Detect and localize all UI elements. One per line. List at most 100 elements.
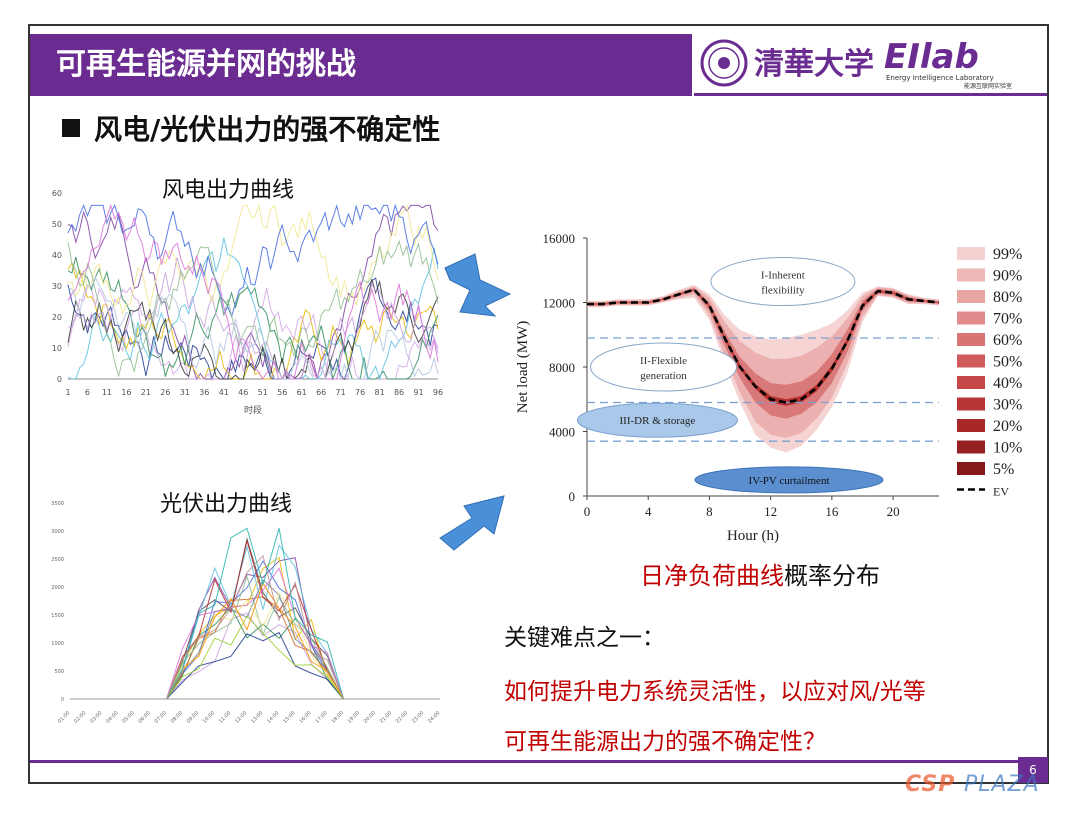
pv-x-tick: 15:00	[282, 710, 296, 724]
wind-chart-label: 风电出力曲线	[162, 178, 295, 203]
pv-x-tick: 12:00	[234, 710, 248, 724]
pv-y-tick: 1000	[51, 641, 64, 647]
wind-x-label: 时段	[244, 404, 262, 416]
pv-x-tick: 07:00	[153, 710, 167, 724]
region-iv-ellipse	[694, 466, 884, 494]
pv-chart-label: 光伏出力曲线	[160, 492, 293, 517]
pv-x-tick: 11:00	[218, 710, 232, 724]
region-ii-label: II-Flexible	[640, 355, 687, 367]
legend-swatch	[957, 376, 985, 389]
wind-x-tick: 1	[65, 388, 70, 397]
legend-label: 99%	[993, 246, 1022, 263]
watermark-a: CSP	[905, 772, 956, 797]
net-load-chart: 16000 12000 8000 4000 00 4 8 12 16 20 Hour (h) Net …	[515, 231, 1022, 544]
wind-y-tick: 40	[52, 251, 62, 260]
legend-label: 30%	[993, 397, 1022, 414]
legend-label: 90%	[993, 268, 1022, 285]
pv-curve	[166, 578, 344, 700]
wind-x-tick: 86	[394, 388, 404, 397]
pv-x-tick: 08:00	[170, 710, 184, 724]
slide-title: 可再生能源并网的挑战	[30, 34, 692, 96]
net-y-tick: 16000	[543, 231, 576, 246]
watermark-b: PLAZA	[964, 772, 1040, 797]
legend-label: 70%	[993, 311, 1022, 328]
logo-lab-text: EIlab	[884, 37, 979, 77]
key-title: 关键难点之一：	[504, 625, 665, 651]
wind-curve	[67, 239, 439, 378]
wind-x-tick: 11	[102, 388, 112, 397]
region-iii-ellipse	[576, 402, 738, 438]
pv-curve	[166, 615, 344, 700]
region-i-label2: flexibility	[761, 285, 805, 297]
wind-curve	[67, 275, 439, 380]
wind-curve	[67, 203, 439, 380]
pv-x-tick: 01:00	[57, 710, 71, 724]
wind-curve	[67, 203, 439, 319]
legend-label: 60%	[993, 332, 1022, 349]
region-ii-label2: generation	[640, 370, 687, 382]
logo-school-text: 清華大学	[754, 47, 874, 82]
arrow-right-down-icon	[444, 253, 512, 317]
legend-label: 10%	[993, 440, 1022, 457]
pv-x-tick: 06:00	[137, 710, 151, 724]
net-x-tick: 0	[584, 504, 591, 519]
net-y-tick: 4000	[549, 425, 575, 440]
wind-x-tick: 66	[316, 388, 326, 397]
pv-x-tick: 17:00	[314, 710, 328, 724]
pv-curve	[166, 544, 344, 700]
pv-x-tick: 16:00	[298, 710, 312, 724]
legend-label: 5%	[993, 461, 1014, 478]
wind-y-tick: 0	[57, 375, 62, 384]
pv-x-tick: 23:00	[411, 710, 425, 724]
legend-label: 80%	[993, 289, 1022, 306]
key-line-1: 如何提升电力系统灵活性，以应对风/光等	[504, 679, 926, 705]
net-x-label: Hour (h)	[727, 528, 779, 544]
wind-x-tick: 6	[85, 388, 90, 397]
legend-swatch	[957, 354, 985, 368]
caption-red: 日净负荷曲线	[640, 562, 784, 590]
wind-x-tick: 46	[238, 388, 248, 397]
wind-y-tick: 50	[52, 220, 62, 229]
pv-y-tick: 2000	[51, 585, 64, 591]
wind-x-tick: 56	[277, 388, 287, 397]
net-x-tick: 8	[706, 504, 713, 519]
pv-x-tick: 14:00	[266, 710, 280, 724]
pv-curve	[166, 527, 344, 700]
net-ev-line	[587, 288, 940, 404]
net-y-label: Net load (MW)	[515, 321, 531, 413]
pv-x-tick: 02:00	[73, 710, 87, 724]
wind-curve	[67, 257, 439, 380]
pv-y-tick: 1500	[51, 613, 64, 619]
wind-x-tick: 96	[433, 388, 443, 397]
caption-black: 概率分布	[784, 562, 880, 590]
wind-x-tick: 71	[336, 388, 346, 397]
legend-label: EV	[993, 485, 1009, 499]
legend-swatch	[957, 247, 985, 260]
pv-x-tick: 19:00	[347, 710, 361, 724]
legend-swatch	[957, 311, 985, 325]
page-number: 6	[1018, 757, 1048, 783]
net-y-tick: 8000	[549, 360, 575, 375]
chart-caption: 日净负荷曲线概率分布	[640, 556, 880, 591]
legend-label: 20%	[993, 418, 1022, 435]
pv-y-tick: 2500	[51, 557, 64, 563]
pv-x-tick: 09:00	[186, 710, 200, 724]
wind-x-tick: 21	[141, 388, 151, 397]
wind-curve	[67, 204, 439, 381]
legend-swatch	[957, 290, 985, 303]
region-i-ellipse	[710, 257, 856, 307]
logo-lab-sub: Energy Intelligence Laboratory	[886, 74, 994, 82]
net-y-tick: 12000	[543, 296, 576, 311]
legend-swatch	[957, 440, 985, 454]
pv-chart: 3500 3000 2500 2000 1500 1000 500 0 01:00 02:00 03…	[51, 501, 441, 725]
pv-y-tick: 0	[61, 697, 64, 703]
logo-lab-sub-cn: 能源互联网实验室	[964, 82, 1012, 90]
legend-swatch	[957, 333, 985, 346]
pv-x-tick: 21:00	[379, 710, 393, 724]
footer-line	[30, 760, 1020, 763]
region-iv-label: IV-PV curtailment	[749, 475, 830, 487]
key-line-2: 可再生能源出力的强不确定性？	[504, 729, 826, 755]
logo-area: 清華大学 EIlab Energy Intelligence Laborator…	[694, 34, 1047, 96]
pv-x-tick: 22:00	[395, 710, 409, 724]
